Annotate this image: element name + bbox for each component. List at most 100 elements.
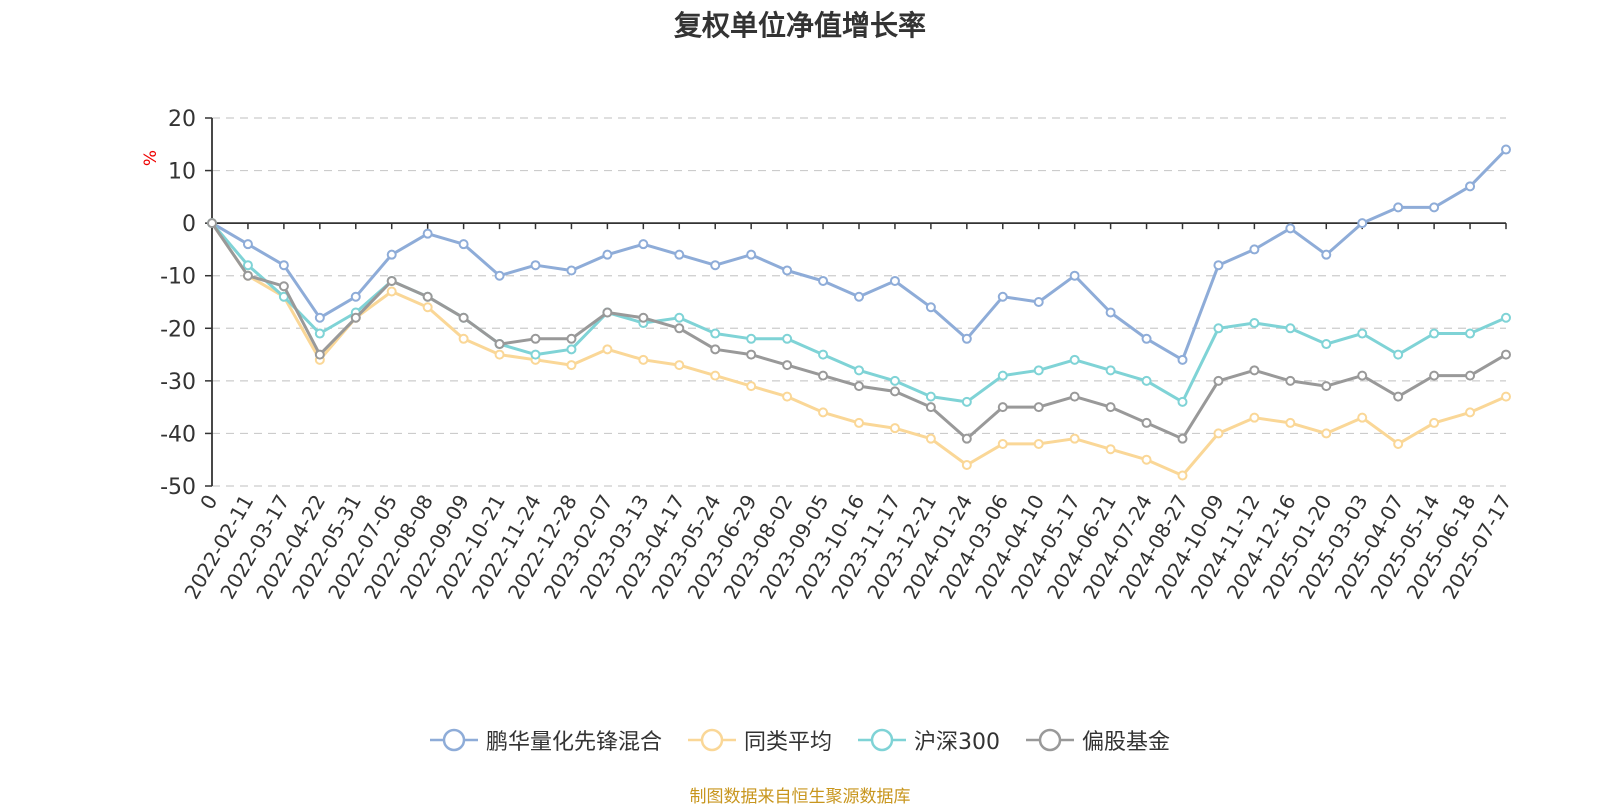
data-point xyxy=(746,381,757,392)
data-point xyxy=(314,312,325,323)
data-point xyxy=(818,275,829,286)
data-point xyxy=(530,260,541,271)
data-point xyxy=(1285,223,1296,234)
y-tick-label: -50 xyxy=(160,475,196,500)
data-point xyxy=(746,349,757,360)
data-point xyxy=(386,275,397,286)
data-point xyxy=(1141,375,1152,386)
data-point xyxy=(278,260,289,271)
data-point xyxy=(494,339,505,350)
data-point xyxy=(1465,181,1476,192)
legend-label: 同类平均 xyxy=(743,730,832,755)
data-point xyxy=(1285,417,1296,428)
data-point xyxy=(1177,433,1188,444)
data-point xyxy=(1177,396,1188,407)
data-point xyxy=(1429,417,1440,428)
data-point xyxy=(782,391,793,402)
y-axis-label: % xyxy=(141,150,161,166)
legend-swatch xyxy=(858,728,906,752)
data-point xyxy=(674,249,685,260)
y-tick-label: 20 xyxy=(168,107,196,132)
data-point xyxy=(710,370,721,381)
legend-item[interactable]: 鹏华量化先锋混合 xyxy=(429,724,662,756)
legend-item[interactable]: 沪深300 xyxy=(858,724,1000,756)
data-point xyxy=(1501,312,1511,323)
series-line xyxy=(210,221,1508,441)
data-point xyxy=(1393,438,1404,449)
data-point xyxy=(889,386,900,397)
data-point xyxy=(818,407,829,418)
axis-layer: 20100-10-20-30-40-50%02022-02-112022-03-… xyxy=(141,107,1516,603)
data-point xyxy=(1501,391,1511,402)
data-point xyxy=(1357,370,1368,381)
data-point xyxy=(1393,391,1404,402)
data-point xyxy=(925,391,936,402)
data-point xyxy=(710,328,721,339)
data-point xyxy=(1177,470,1188,481)
data-point xyxy=(1141,333,1152,344)
data-point xyxy=(997,438,1008,449)
data-point xyxy=(314,349,325,360)
data-point xyxy=(422,291,433,302)
data-point xyxy=(602,249,613,260)
data-point xyxy=(1249,318,1260,329)
grid-layer xyxy=(212,117,1506,487)
data-point xyxy=(1213,375,1224,386)
data-point xyxy=(278,281,289,292)
data-point xyxy=(1105,444,1116,455)
data-point xyxy=(782,265,793,276)
data-point xyxy=(710,260,721,271)
data-point xyxy=(782,333,793,344)
data-point xyxy=(1033,365,1044,376)
data-point xyxy=(1141,454,1152,465)
legend-item[interactable]: 同类平均 xyxy=(687,724,832,756)
data-point xyxy=(925,302,936,313)
data-point xyxy=(674,360,685,371)
data-point xyxy=(1213,323,1224,334)
data-point xyxy=(638,239,649,250)
data-point xyxy=(494,270,505,281)
data-point xyxy=(961,433,972,444)
data-point xyxy=(566,344,577,355)
data-point xyxy=(674,312,685,323)
data-point xyxy=(1357,218,1368,229)
data-point xyxy=(1249,412,1260,423)
data-point xyxy=(1105,402,1116,413)
data-point xyxy=(1357,412,1368,423)
data-point xyxy=(566,333,577,344)
data-point xyxy=(1321,339,1332,350)
data-point xyxy=(566,265,577,276)
data-point xyxy=(961,396,972,407)
legend-swatch xyxy=(687,728,736,752)
data-point xyxy=(1501,144,1511,155)
data-point xyxy=(854,291,864,302)
data-point xyxy=(1393,202,1404,213)
data-point xyxy=(1069,270,1080,281)
series-layer xyxy=(207,144,1511,481)
chart-title: 复权单位净值增长率 xyxy=(673,9,926,42)
data-point xyxy=(1465,328,1476,339)
data-point xyxy=(1249,244,1260,255)
data-point xyxy=(1033,438,1044,449)
y-tick-label: -20 xyxy=(160,317,196,342)
data-point xyxy=(1393,349,1404,360)
data-point xyxy=(925,433,936,444)
data-point xyxy=(242,260,253,271)
data-point xyxy=(1105,365,1116,376)
data-point xyxy=(1321,249,1332,260)
legend-swatch xyxy=(429,728,478,752)
data-point xyxy=(1177,354,1188,365)
data-point xyxy=(638,354,649,365)
y-tick-label: 0 xyxy=(182,212,196,237)
data-point xyxy=(1069,433,1080,444)
data-point xyxy=(530,349,541,360)
legend: 鹏华量化先锋混合 同类平均 沪深300 偏股基金 xyxy=(0,724,1600,756)
legend-label: 偏股基金 xyxy=(1082,730,1171,755)
legend-item[interactable]: 偏股基金 xyxy=(1026,724,1170,756)
data-point xyxy=(350,312,361,323)
data-point xyxy=(422,302,433,313)
data-point xyxy=(710,344,721,355)
legend-swatch xyxy=(1026,728,1074,752)
data-point xyxy=(818,349,829,360)
